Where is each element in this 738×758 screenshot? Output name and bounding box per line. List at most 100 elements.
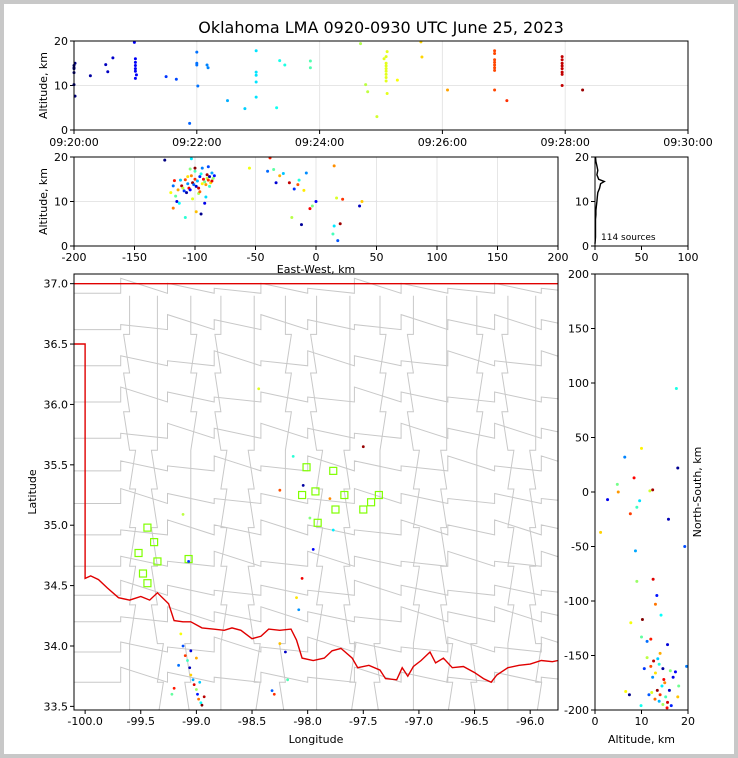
time-source-point: [308, 66, 312, 70]
time-source-point: [254, 80, 258, 84]
ns-source-point: [624, 689, 628, 693]
altitude-histogram-panel: 0 50 100 0 10 20 114 sources: [575, 151, 699, 264]
time-source-point: [493, 66, 497, 70]
ew-source-point: [205, 173, 209, 177]
ns-source-point: [623, 455, 627, 459]
ns-source-point: [658, 651, 662, 655]
ew-source-point: [192, 183, 196, 187]
time-y-tick-label: 0: [61, 124, 68, 137]
ns-source-point: [673, 670, 677, 674]
ns-source-point: [666, 700, 670, 704]
time-source-point: [275, 106, 279, 110]
time-source-point: [133, 69, 137, 73]
county-boundary: [150, 295, 164, 710]
ew-x-tick-label: -50: [247, 251, 265, 264]
ew-source-point: [175, 200, 179, 203]
time-source-point: [359, 42, 363, 46]
map-source-point: [172, 686, 176, 690]
map-source-point: [278, 488, 282, 492]
ew-x-tick-label: 200: [548, 251, 569, 264]
time-y-tick-label: 10: [54, 80, 68, 93]
time-plot-frame: [73, 40, 689, 131]
ew-source-point: [206, 165, 210, 169]
map-source-point: [197, 697, 201, 701]
time-source-point: [243, 107, 247, 111]
map-x-tick-label: -96.0: [516, 715, 544, 728]
ew-y-tick-label: 0: [61, 240, 68, 253]
time-x-tick-label: 09:24:00: [295, 136, 344, 149]
ew-source-point: [336, 239, 340, 243]
ns-x-tick-label: 10: [635, 715, 649, 728]
time-source-point: [505, 99, 509, 103]
county-boundary: [74, 455, 558, 472]
time-source-point: [384, 72, 388, 76]
ew-source-point: [201, 177, 205, 181]
ew-source-point: [183, 216, 187, 220]
time-x-tick-label: 09:20:00: [49, 136, 98, 149]
time-source-point: [133, 76, 137, 80]
map-source-point: [170, 692, 174, 696]
ns-y-tick-label: -100: [564, 595, 589, 608]
ew-source-point: [335, 196, 339, 200]
county-boundary: [247, 295, 261, 710]
ew-source-point: [331, 232, 335, 236]
ns-source-point: [663, 681, 667, 685]
time-source-point: [384, 75, 388, 79]
ns-source-point: [653, 697, 657, 701]
figure-title: Oklahoma LMA 0920-0930 UTC June 25, 2023: [198, 18, 564, 37]
map-source-point: [181, 512, 185, 516]
lma-station-marker: [143, 523, 152, 532]
time-source-point: [174, 77, 178, 81]
lma-station-marker: [138, 569, 148, 578]
ns-source-point: [657, 662, 661, 666]
hist-x-tick-label: 50: [635, 251, 649, 264]
county-boundary: [74, 519, 558, 536]
map-source-point: [300, 576, 304, 580]
county-boundary: [214, 295, 228, 710]
ew-source-point: [208, 184, 212, 188]
time-source-point: [560, 70, 564, 74]
time-source-point: [384, 79, 388, 83]
ns-source-point: [685, 664, 689, 668]
ns-source-point: [632, 476, 636, 480]
county-lines: [74, 277, 558, 710]
lma-station-marker: [340, 490, 349, 500]
ns-source-point: [683, 545, 687, 548]
hist-x-tick-label: 0: [592, 251, 599, 264]
time-source-point: [493, 88, 497, 92]
ew-source-point: [171, 184, 175, 188]
ew-source-point: [198, 190, 202, 194]
hist-y-tick-label: 10: [575, 196, 589, 209]
hist-y-tick-label: 20: [575, 151, 589, 164]
ew-y-tick-label: 10: [54, 196, 68, 209]
time-source-point: [560, 84, 564, 87]
time-y-axis-label: Altitude, km: [37, 52, 50, 119]
ew-source-point: [210, 171, 214, 175]
ew-source-point: [211, 176, 215, 180]
ns-source-point: [642, 667, 646, 671]
ns-x-tick-label: 0: [592, 715, 599, 728]
map-source-point: [187, 560, 191, 563]
map-source-point: [328, 497, 332, 501]
ns-x-axis-label: Altitude, km: [608, 733, 675, 746]
county-boundary: [74, 487, 558, 505]
ns-source-point: [645, 639, 649, 643]
ew-x-tick-label: -150: [122, 251, 147, 264]
lma-station-marker: [150, 538, 159, 547]
ew-source-point: [181, 186, 185, 190]
ew-source-point: [360, 200, 364, 203]
time-source-point: [133, 60, 137, 64]
ew-source-point: [266, 169, 270, 173]
map-x-tick-label: -96.5: [460, 715, 488, 728]
map-y-tick-label: 34.0: [44, 640, 69, 653]
ns-source-point: [648, 489, 652, 493]
ns-source-point: [640, 635, 643, 639]
ew-y-axis-label: Altitude, km: [37, 168, 50, 235]
ew-x-tick-label: 0: [313, 251, 320, 264]
time-source-point: [366, 90, 370, 94]
hist-source-count-label: 114 sources: [601, 233, 656, 243]
ew-source-point: [310, 204, 314, 208]
ns-source-point: [651, 488, 655, 492]
map-source-point: [186, 659, 189, 662]
map-source-point: [295, 596, 298, 600]
